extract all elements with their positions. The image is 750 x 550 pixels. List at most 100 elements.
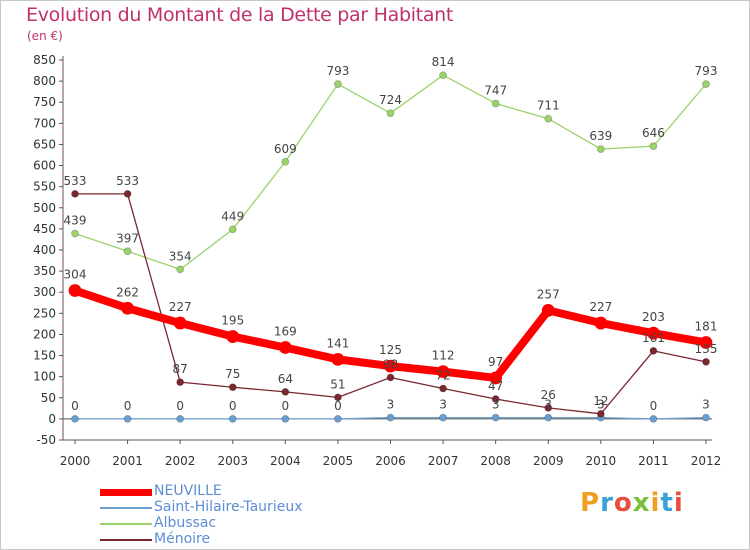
legend-label-menoire: Ménoire [154, 531, 211, 547]
y-tick-label: 700 [33, 116, 56, 130]
data-label: 354 [169, 249, 192, 263]
y-tick-label: 50 [41, 391, 56, 405]
data-point [596, 409, 605, 418]
x-tick-label: 2007 [428, 454, 459, 468]
data-label: 3 [439, 398, 447, 412]
data-point [228, 414, 237, 423]
data-point [384, 359, 397, 373]
data-point [702, 80, 710, 88]
legend-item-albussac: Albussac [100, 515, 360, 532]
data-label: 195 [221, 314, 244, 328]
legend-item-menoire: Ménoire [100, 531, 360, 548]
data-point [649, 347, 658, 355]
data-point [123, 414, 132, 423]
data-point [491, 395, 500, 403]
y-tick-label: 500 [33, 201, 56, 215]
data-point [228, 225, 237, 234]
y-tick-label: 300 [33, 285, 56, 299]
data-label: 0 [176, 399, 184, 413]
data-point [334, 80, 342, 88]
x-tick-label: 2003 [217, 454, 248, 468]
data-point [439, 71, 447, 80]
data-label: 793 [326, 64, 349, 78]
data-label: 793 [695, 64, 718, 78]
data-point [173, 316, 187, 330]
data-label: 609 [274, 142, 297, 156]
data-label: 257 [537, 287, 560, 301]
data-label: 72 [435, 368, 450, 382]
data-point [278, 341, 292, 354]
data-label: 0 [229, 399, 237, 413]
data-point [649, 414, 658, 423]
data-label: 0 [71, 399, 79, 413]
data-label: 75 [225, 367, 240, 381]
data-point [176, 265, 185, 274]
y-tick-label: 550 [33, 180, 56, 194]
data-point [281, 157, 290, 166]
data-label: 135 [695, 342, 718, 356]
data-point [439, 413, 447, 422]
data-label: 0 [282, 399, 290, 413]
data-point [541, 303, 555, 317]
data-label: 97 [488, 355, 503, 369]
data-label: 181 [695, 319, 718, 333]
y-tick-label: 650 [33, 137, 56, 151]
data-label: 449 [221, 209, 244, 223]
data-label: 3 [544, 398, 552, 412]
data-point [596, 145, 605, 153]
legend-swatch-albussac [100, 523, 152, 525]
data-label: 814 [432, 55, 455, 69]
data-point [386, 373, 395, 382]
data-label: 26 [541, 388, 556, 402]
x-tick-label: 2005 [323, 454, 354, 468]
data-point [123, 189, 132, 198]
data-label: 533 [116, 174, 139, 188]
data-point [702, 357, 710, 366]
chart-subtitle: (en €) [27, 29, 63, 43]
data-label: 98 [383, 358, 398, 372]
y-tick-label: 600 [33, 159, 56, 173]
data-point [386, 109, 395, 118]
y-tick-label: 150 [33, 349, 56, 363]
logo-letter: i [673, 488, 684, 518]
data-point [68, 284, 82, 297]
x-tick-label: 2009 [533, 454, 564, 468]
data-label: 161 [642, 331, 665, 345]
logo-letter: r [600, 488, 614, 518]
x-tick-label: 2012 [691, 454, 722, 468]
x-tick-label: 2006 [375, 454, 406, 468]
y-tick-label: 400 [33, 243, 56, 257]
legend-item-neuville: NEUVILLE [100, 483, 360, 500]
data-point [702, 413, 710, 422]
data-point [649, 142, 658, 151]
y-tick-label: 250 [33, 306, 56, 320]
data-point [123, 247, 132, 256]
legend-label-albussac: Albussac [154, 515, 217, 531]
x-tick-label: 2010 [586, 454, 617, 468]
proxiti-logo: Proxiti [580, 488, 684, 518]
data-label: 304 [64, 268, 87, 282]
y-tick-label: 800 [33, 74, 56, 88]
data-label: 51 [330, 377, 345, 391]
legend-item-saint-hilaire-taurieux: Saint-Hilaire-Taurieux [100, 499, 360, 516]
data-label: 3 [702, 398, 710, 412]
data-point [176, 378, 185, 387]
logo-letter: x [632, 488, 651, 518]
data-label: 169 [274, 325, 297, 339]
data-label: 112 [432, 349, 455, 363]
data-point [594, 316, 608, 330]
y-tick-label: 350 [33, 264, 56, 278]
data-label: 0 [650, 399, 658, 413]
logo-letter: o [613, 488, 633, 518]
data-label: 141 [326, 336, 349, 350]
data-label: 747 [484, 83, 507, 97]
data-label: 262 [116, 285, 139, 299]
x-tick-label: 2008 [480, 454, 511, 468]
data-label: 12 [593, 394, 608, 408]
data-point [121, 301, 134, 315]
data-label: 0 [334, 399, 342, 413]
data-label: 711 [537, 99, 560, 113]
y-tick-label: 0 [48, 412, 56, 426]
